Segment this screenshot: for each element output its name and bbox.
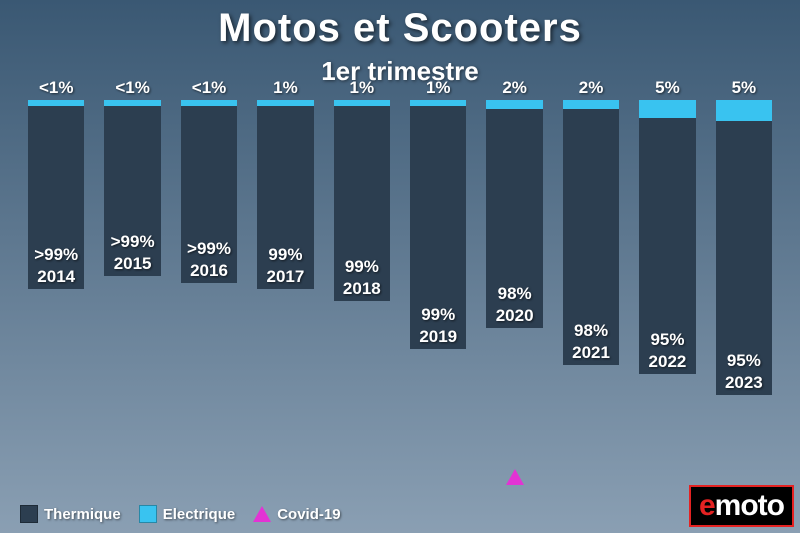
bar-top-label: 1% bbox=[257, 78, 313, 98]
bar-segment-thermique: >99%2014 bbox=[28, 106, 84, 288]
bar-segment-electrique: 5% bbox=[716, 100, 772, 121]
bar-year-label: 2014 bbox=[28, 267, 84, 287]
bar-group: 5%95%2022 bbox=[631, 100, 703, 465]
bar-bottom-label: >99% bbox=[28, 245, 84, 265]
bar-year-label: 2015 bbox=[104, 254, 160, 274]
bar-year-label: 2022 bbox=[639, 352, 695, 372]
legend-item: Thermique bbox=[20, 505, 121, 523]
plot-area: <1%>99%2014 <1%>99%2015 <1%>99%2016 1%99%20… bbox=[20, 100, 780, 465]
legend-label: Thermique bbox=[44, 506, 121, 523]
bar-segment-thermique: 99%2017 bbox=[257, 106, 313, 288]
bar-segment-thermique: 95%2023 bbox=[716, 121, 772, 395]
bar-segment-thermique: 98%2021 bbox=[563, 109, 619, 365]
legend-swatch bbox=[20, 505, 38, 523]
bar-top-label: 2% bbox=[486, 78, 542, 98]
bar-group: <1%>99%2015 bbox=[96, 100, 168, 465]
bar-bottom-label: 99% bbox=[257, 245, 313, 265]
legend-label: Electrique bbox=[163, 506, 236, 523]
bar-top-label: 1% bbox=[410, 78, 466, 98]
bar-group: 1%99%2019 bbox=[402, 100, 474, 465]
bar-segment-thermique: 98%2020 bbox=[486, 109, 542, 328]
bar-top-label: 1% bbox=[334, 78, 390, 98]
legend-label: Covid-19 bbox=[277, 506, 340, 523]
bar-segment-thermique: >99%2015 bbox=[104, 106, 160, 276]
bar-top-label: 5% bbox=[716, 78, 772, 98]
bar-top-label: 5% bbox=[639, 78, 695, 98]
logo-e: e bbox=[699, 491, 715, 521]
bar-group: 1%99%2017 bbox=[249, 100, 321, 465]
bar-year-label: 2021 bbox=[563, 343, 619, 363]
logo-emoto: emoto bbox=[689, 485, 794, 527]
logo-rest: moto bbox=[715, 491, 784, 521]
bar-segment-electrique: 5% bbox=[639, 100, 695, 118]
bar-segment-electrique: 2% bbox=[486, 100, 542, 109]
bar-bottom-label: 99% bbox=[334, 257, 390, 277]
bar-top-label: <1% bbox=[104, 78, 160, 98]
bar-stack: 1%99%2018 bbox=[334, 100, 390, 301]
bar-stack: 5%95%2022 bbox=[639, 100, 695, 374]
bar-year-label: 2016 bbox=[181, 261, 237, 281]
bar-year-label: 2019 bbox=[410, 327, 466, 347]
legend-item: Electrique bbox=[139, 505, 236, 523]
bar-bottom-label: 98% bbox=[563, 321, 619, 341]
bar-segment-thermique: 95%2022 bbox=[639, 118, 695, 374]
bar-group: 2%98%2020 bbox=[478, 100, 550, 465]
bar-year-label: 2020 bbox=[486, 306, 542, 326]
bar-bottom-label: 95% bbox=[639, 330, 695, 350]
covid-marker-icon bbox=[506, 469, 524, 485]
bar-stack: 2%98%2020 bbox=[486, 100, 542, 328]
bar-stack: <1%>99%2016 bbox=[181, 100, 237, 283]
bar-group: 1%99%2018 bbox=[326, 100, 398, 465]
legend-triangle-icon bbox=[253, 506, 271, 522]
bar-group: 5%95%2023 bbox=[708, 100, 780, 465]
legend: Thermique Electrique Covid-19 bbox=[20, 505, 341, 523]
bar-group: <1%>99%2016 bbox=[173, 100, 245, 465]
bar-top-label: <1% bbox=[28, 78, 84, 98]
bar-segment-thermique: >99%2016 bbox=[181, 106, 237, 282]
bar-year-label: 2018 bbox=[334, 279, 390, 299]
bar-bottom-label: >99% bbox=[104, 232, 160, 252]
bar-group: 2%98%2021 bbox=[555, 100, 627, 465]
bar-year-label: 2023 bbox=[716, 373, 772, 393]
chart-root: Motos et Scooters 1er trimestre <1%>99%2… bbox=[0, 0, 800, 533]
bar-year-label: 2017 bbox=[257, 267, 313, 287]
bar-segment-thermique: 99%2018 bbox=[334, 106, 390, 301]
bar-stack: 5%95%2023 bbox=[716, 100, 772, 395]
bar-segment-thermique: 99%2019 bbox=[410, 106, 466, 349]
bar-segment-electrique: 2% bbox=[563, 100, 619, 109]
chart-title: Motos et Scooters bbox=[0, 6, 800, 51]
bar-bottom-label: >99% bbox=[181, 239, 237, 259]
bar-stack: <1%>99%2014 bbox=[28, 100, 84, 289]
bar-stack: 2%98%2021 bbox=[563, 100, 619, 365]
bar-top-label: 2% bbox=[563, 78, 619, 98]
legend-item: Covid-19 bbox=[253, 506, 340, 523]
legend-swatch bbox=[139, 505, 157, 523]
bar-top-label: <1% bbox=[181, 78, 237, 98]
bar-stack: 1%99%2019 bbox=[410, 100, 466, 349]
bar-group: <1%>99%2014 bbox=[20, 100, 92, 465]
bar-bottom-label: 98% bbox=[486, 284, 542, 304]
bar-bottom-label: 95% bbox=[716, 351, 772, 371]
bar-stack: 1%99%2017 bbox=[257, 100, 313, 289]
bar-stack: <1%>99%2015 bbox=[104, 100, 160, 276]
bar-bottom-label: 99% bbox=[410, 305, 466, 325]
